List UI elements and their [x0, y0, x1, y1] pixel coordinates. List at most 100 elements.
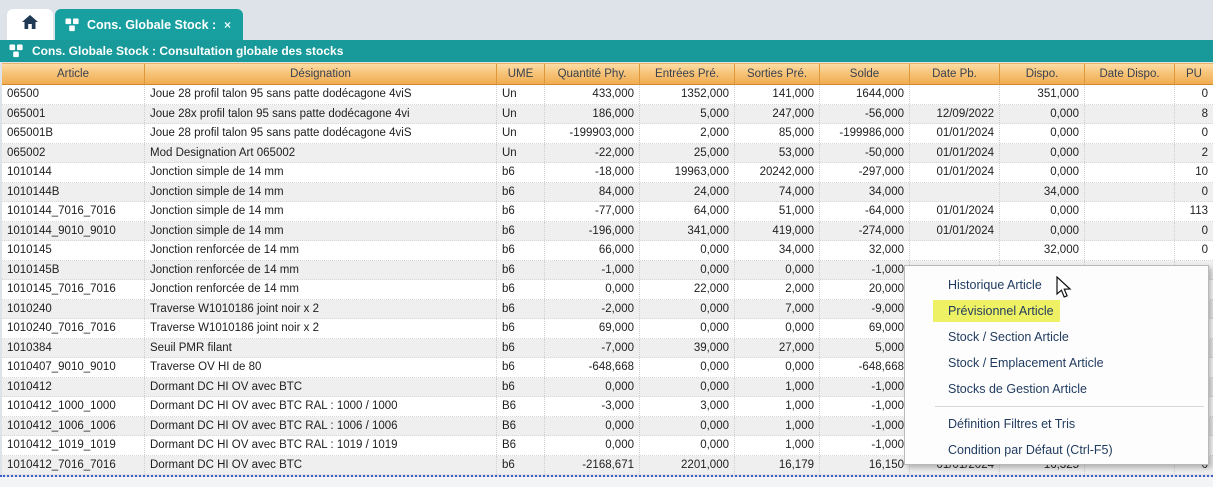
- table-row[interactable]: 1010145 Jonction renforcée de 14 mm b6 66,0…: [2, 241, 1213, 261]
- cell[interactable]: 32,000: [820, 241, 910, 260]
- cell[interactable]: 1010144_9010_9010: [2, 221, 145, 240]
- cell[interactable]: 2: [1201, 146, 1208, 159]
- cell[interactable]: -3,000: [545, 397, 640, 416]
- cell[interactable]: 433,000: [545, 85, 640, 104]
- cell[interactable]: 2201,000: [640, 455, 735, 474]
- cell[interactable]: b6: [497, 221, 545, 240]
- column-header-dispo-[interactable]: Dispo.: [1000, 64, 1085, 85]
- cell[interactable]: -1,000: [820, 436, 910, 455]
- cell[interactable]: -77,000: [545, 202, 640, 221]
- cell[interactable]: Dormant DC HI OV avec BTC: [145, 455, 497, 474]
- cell[interactable]: B6: [497, 436, 545, 455]
- cell[interactable]: [1085, 143, 1175, 162]
- cell[interactable]: 247,000: [735, 104, 820, 123]
- cell[interactable]: -2168,671: [545, 455, 640, 474]
- cell[interactable]: 1010412_1000_1000: [2, 397, 145, 416]
- cell[interactable]: 34,000: [820, 182, 910, 201]
- table-row[interactable]: 065002 Mod Designation Art 065002 Un -22,00…: [2, 143, 1213, 163]
- tab-close-icon[interactable]: ×: [223, 17, 231, 32]
- cell[interactable]: [910, 241, 1000, 260]
- cell[interactable]: Dormant DC HI OV avec BTC RAL : 1006 / 1…: [145, 416, 497, 435]
- cell[interactable]: [1085, 104, 1175, 123]
- cell[interactable]: 186,000: [545, 104, 640, 123]
- cell[interactable]: 1010407_9010_9010: [2, 358, 145, 377]
- menu-item-stock-section-article[interactable]: Stock / Section Article: [905, 324, 1208, 350]
- cell[interactable]: -18,000: [545, 163, 640, 182]
- cell[interactable]: Traverse W1010186 joint noir x 2: [145, 299, 497, 318]
- cell[interactable]: [1085, 124, 1175, 143]
- cell[interactable]: 351,000: [1000, 85, 1085, 104]
- cell[interactable]: -1,000: [820, 377, 910, 396]
- cell[interactable]: 16,150: [820, 455, 910, 474]
- cell[interactable]: 1010412_1019_1019: [2, 436, 145, 455]
- cell[interactable]: [1085, 85, 1175, 104]
- cell[interactable]: 20242,000: [735, 163, 820, 182]
- cell[interactable]: -2,000: [545, 299, 640, 318]
- cell[interactable]: 141,000: [735, 85, 820, 104]
- cell[interactable]: 22,000: [640, 280, 735, 299]
- cell[interactable]: 0,000: [545, 377, 640, 396]
- cell[interactable]: 84,000: [545, 182, 640, 201]
- cell[interactable]: 1,000: [735, 397, 820, 416]
- cell[interactable]: Seuil PMR filant: [145, 338, 497, 357]
- cell[interactable]: 0: [1201, 224, 1208, 237]
- cell[interactable]: -1,000: [820, 260, 910, 279]
- cell[interactable]: Un: [497, 124, 545, 143]
- cell[interactable]: 1010240_7016_7016: [2, 319, 145, 338]
- cell[interactable]: 0,000: [640, 358, 735, 377]
- cell[interactable]: 0,000: [545, 436, 640, 455]
- cell[interactable]: 06500: [2, 85, 145, 104]
- cell[interactable]: 34,000: [735, 241, 820, 260]
- cell[interactable]: 0: [1201, 88, 1208, 100]
- cell[interactable]: Jonction renforcée de 14 mm: [145, 241, 497, 260]
- cell[interactable]: 2,000: [735, 280, 820, 299]
- cell[interactable]: 0,000: [640, 416, 735, 435]
- cell[interactable]: 0,000: [1000, 221, 1085, 240]
- cell[interactable]: -1,000: [820, 397, 910, 416]
- cell[interactable]: 69,000: [820, 319, 910, 338]
- cell[interactable]: b6: [497, 280, 545, 299]
- cell[interactable]: B6: [497, 416, 545, 435]
- cell[interactable]: B6: [497, 397, 545, 416]
- cell[interactable]: 0,000: [1000, 104, 1085, 123]
- cell[interactable]: 1010412_7016_7016: [2, 455, 145, 474]
- cell[interactable]: -22,000: [545, 143, 640, 162]
- cell[interactable]: 12/09/2022: [910, 104, 1000, 123]
- cell[interactable]: 0,000: [1000, 202, 1085, 221]
- column-header-sorties-pr-[interactable]: Sorties Pré.: [735, 64, 820, 85]
- cell[interactable]: 01/01/2024: [910, 202, 1000, 221]
- cell[interactable]: 0,000: [545, 280, 640, 299]
- cell[interactable]: 0,000: [735, 358, 820, 377]
- table-row[interactable]: 06500 Joue 28 profil talon 95 sans patte …: [2, 85, 1213, 105]
- tab-cons-globale-stock[interactable]: Cons. Globale Stock : C... ×: [55, 9, 243, 40]
- cell[interactable]: -196,000: [545, 221, 640, 240]
- cell[interactable]: Jonction renforcée de 14 mm: [145, 280, 497, 299]
- cell[interactable]: 065001: [2, 104, 145, 123]
- cell[interactable]: [1085, 241, 1175, 260]
- cell[interactable]: 0,000: [735, 319, 820, 338]
- tab-home[interactable]: [7, 9, 53, 40]
- cell[interactable]: 01/01/2024: [910, 221, 1000, 240]
- cell[interactable]: 3,000: [640, 397, 735, 416]
- cell[interactable]: Dormant DC HI OV avec BTC RAL : 1000 / 1…: [145, 397, 497, 416]
- cell[interactable]: 113: [1189, 205, 1208, 217]
- menu-item-d-finition-filtres-et-tris[interactable]: Définition Filtres et Tris: [905, 411, 1208, 437]
- column-header-pu[interactable]: PU: [1186, 68, 1202, 80]
- cell[interactable]: 66,000: [545, 241, 640, 260]
- cell[interactable]: 0,000: [640, 436, 735, 455]
- cell[interactable]: b6: [497, 338, 545, 357]
- cell[interactable]: Un: [497, 143, 545, 162]
- table-row[interactable]: 1010144B Jonction simple de 14 mm b6 84,000…: [2, 182, 1213, 202]
- cell[interactable]: 1010145B: [2, 260, 145, 279]
- cell[interactable]: 69,000: [545, 319, 640, 338]
- table-row[interactable]: 065001 Joue 28x profil talon 95 sans patt…: [2, 104, 1213, 124]
- column-header-quantit-phy-[interactable]: Quantité Phy.: [545, 64, 640, 85]
- cell[interactable]: 5,000: [640, 104, 735, 123]
- cell[interactable]: 01/01/2024: [910, 163, 1000, 182]
- cell[interactable]: -199986,000: [820, 124, 910, 143]
- cell[interactable]: 01/01/2024: [910, 143, 1000, 162]
- cell[interactable]: 25,000: [640, 143, 735, 162]
- column-header-d-signation[interactable]: Désignation: [145, 64, 497, 85]
- cell[interactable]: 01/01/2024: [910, 124, 1000, 143]
- cell[interactable]: Traverse W1010186 joint noir x 2: [145, 319, 497, 338]
